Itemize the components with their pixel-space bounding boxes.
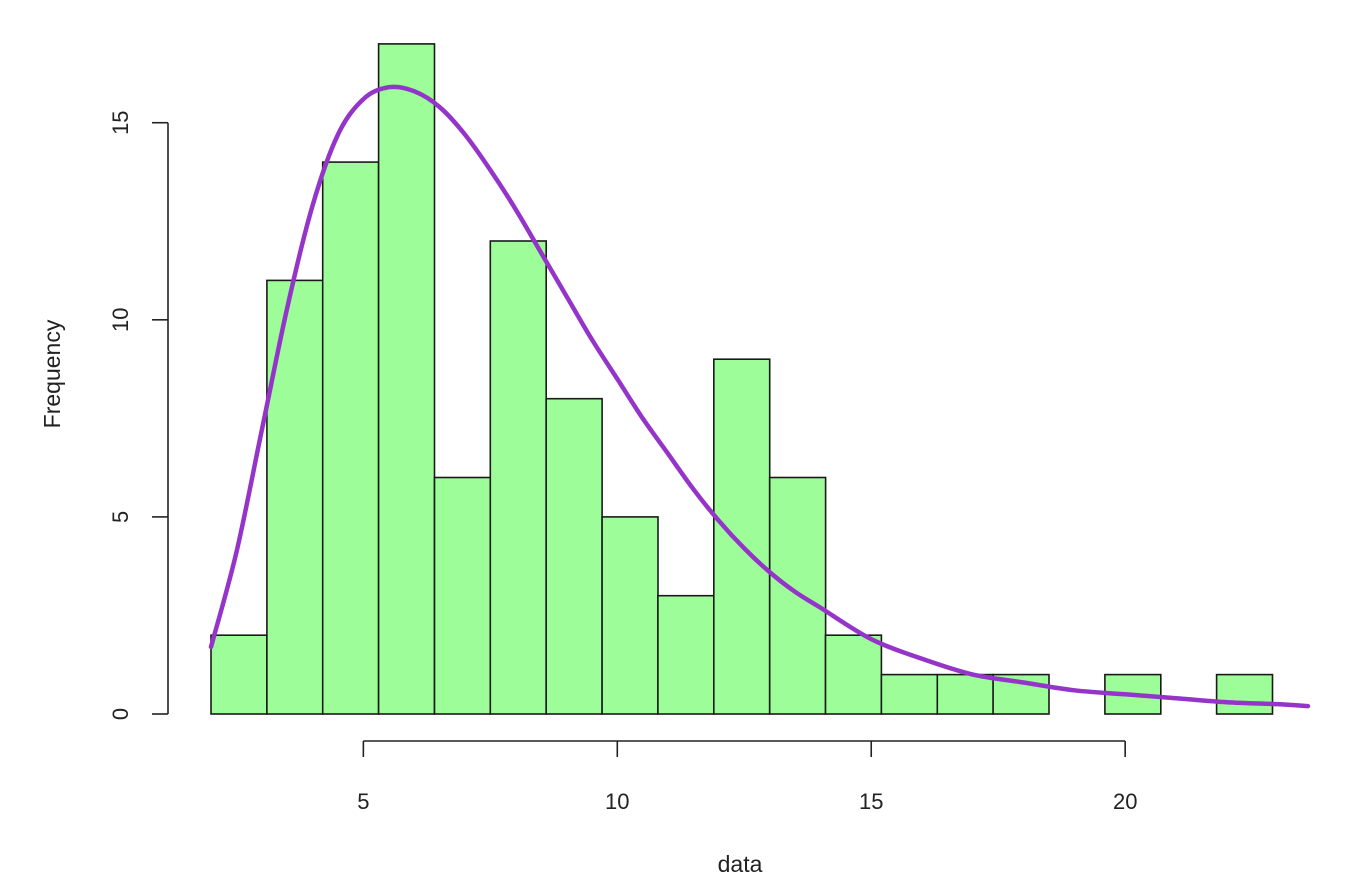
x-tick-label: 15	[859, 789, 883, 814]
histogram-bar	[433, 476, 492, 715]
histogram-bar	[824, 634, 883, 715]
histogram-bar	[489, 240, 547, 715]
y-axis-title: Frequency	[39, 319, 65, 428]
histogram-bar	[1215, 673, 1274, 715]
histogram-bar	[880, 673, 939, 715]
histogram-bars	[210, 43, 1274, 715]
histogram-bar	[936, 673, 994, 715]
y-tick-label: 10	[108, 308, 133, 332]
histogram-bar	[545, 397, 603, 715]
histogram-bar	[266, 279, 324, 715]
y-tick-label: 0	[108, 708, 133, 720]
histogram-bar	[601, 516, 659, 715]
density-curve-layer	[208, 84, 1311, 709]
x-tick-label: 5	[357, 789, 369, 814]
histogram-bar	[712, 358, 771, 715]
y-tick-label: 5	[108, 511, 133, 523]
histogram-bar	[210, 634, 268, 715]
y-axis: 0 5 10 15	[108, 110, 169, 720]
y-tick-label: 15	[108, 110, 133, 134]
histogram-bar	[321, 161, 380, 715]
x-tick-label: 10	[605, 789, 629, 814]
x-axis: 5 10 15 20	[357, 740, 1137, 814]
density-curve	[208, 84, 1311, 709]
histogram-bar	[377, 43, 436, 715]
histogram-bar	[657, 594, 715, 715]
x-axis-title: data	[718, 851, 763, 877]
x-tick-label: 20	[1113, 789, 1137, 814]
